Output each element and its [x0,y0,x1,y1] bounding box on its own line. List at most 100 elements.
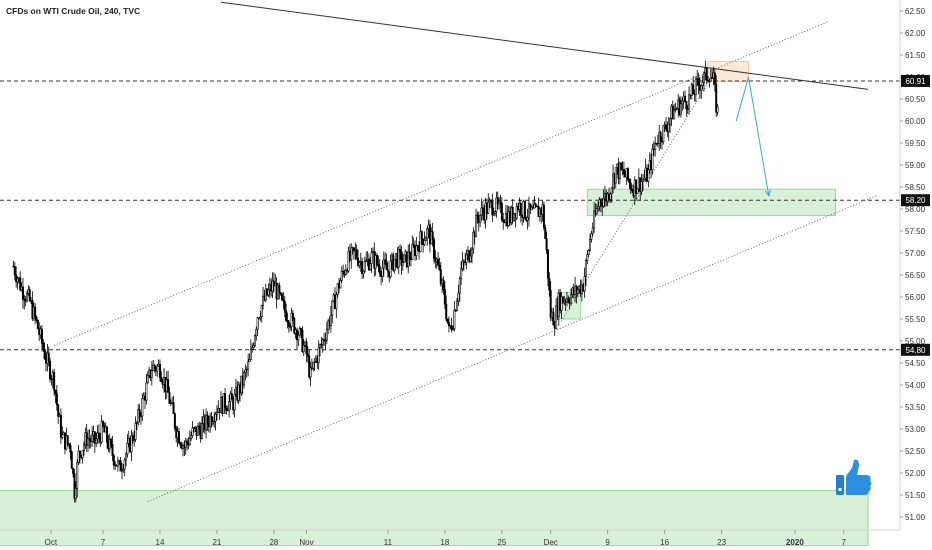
candle [243,370,246,389]
candle [614,167,617,189]
candle-body [135,421,138,424]
candle [135,420,138,431]
candle [251,343,254,353]
level-badge [901,194,930,207]
candle-body [50,378,53,381]
candle [57,403,60,425]
candle [445,295,448,322]
price-axis[interactable]: 62.5062.0061.5061.0060.5060.0059.5059.00… [899,0,926,530]
candle [407,244,410,274]
candle-body [479,214,482,223]
y-tick-label: 60.50 [905,95,926,104]
y-tick-label: 56.00 [905,293,926,302]
chart-title: CFDs on WTI Crude Oil, 240, TVC [6,6,140,16]
y-tick-label: 60.00 [905,117,926,126]
candle [211,416,214,427]
candle [34,303,37,325]
candle [496,191,499,210]
candle-body [82,444,85,451]
candle-body [688,94,691,110]
candle-body [40,328,43,344]
candle [403,254,406,263]
candle [331,300,334,324]
candle [416,244,419,251]
candle-body [570,294,573,304]
candle-body [447,321,450,326]
candle-body [561,296,564,304]
candle-body [68,443,71,446]
candle [701,75,704,90]
candle [443,281,446,309]
candle [548,272,551,297]
candle [61,426,64,440]
candle-body [567,298,570,303]
candle [324,332,327,350]
candle-body [437,258,440,266]
candle-body [156,365,159,372]
candle [336,282,339,298]
candle-body [576,289,579,295]
candle-body [313,361,316,363]
candle-body [453,310,456,329]
candle-body [278,284,281,294]
candle [369,256,372,271]
candle-body [53,371,56,391]
candle [476,211,479,224]
candle [28,286,31,302]
candle-body [19,277,22,291]
candle-body [694,78,697,96]
candle [69,442,72,460]
projection-path [735,76,770,196]
candle-body [586,254,589,261]
candle [593,201,596,233]
candle [439,261,442,287]
x-tick-label: 23 [717,538,726,547]
candle-body [42,342,45,350]
candle [358,260,361,269]
candle-body [620,162,623,170]
y-tick-label: 52.50 [905,447,926,456]
candle-body [609,193,612,200]
candle-body [340,270,343,281]
candle [631,184,634,194]
candle-body [251,347,254,350]
candle-body [491,200,494,216]
candle [312,362,315,372]
candle [305,338,308,362]
candle-body [134,422,137,440]
candle-body [457,292,460,302]
candle-body [78,450,81,456]
candle [376,253,379,267]
candle-body [138,409,141,418]
x-tick-label: 21 [212,538,221,547]
candle [300,327,303,339]
candle [285,303,288,322]
candle [681,97,684,112]
candle [641,174,644,191]
thumbs-up-icon [836,459,872,495]
candle-body [542,204,545,228]
candle-body [290,312,293,327]
candle [287,319,290,333]
candle-body [685,101,688,109]
candle [23,295,26,310]
candle [290,307,293,332]
x-tick-label: 9 [605,538,610,547]
candle-body [377,263,380,267]
candle-body [439,269,442,285]
candle [97,424,100,444]
candle [492,207,495,217]
candle-body [641,179,644,182]
candle-body [654,143,657,150]
candle-body [458,278,461,294]
candle-body [382,259,385,269]
candle [595,203,598,215]
candle [340,266,343,283]
time-axis[interactable]: Oct 7 14 21 28 Nov 11 18 25 Dec 9 16 23 2020 7 [0,529,900,547]
zones-layer [0,61,869,547]
candle [457,284,460,307]
candle-body [460,268,463,279]
candle-body [247,361,250,370]
candle-body [188,438,191,446]
